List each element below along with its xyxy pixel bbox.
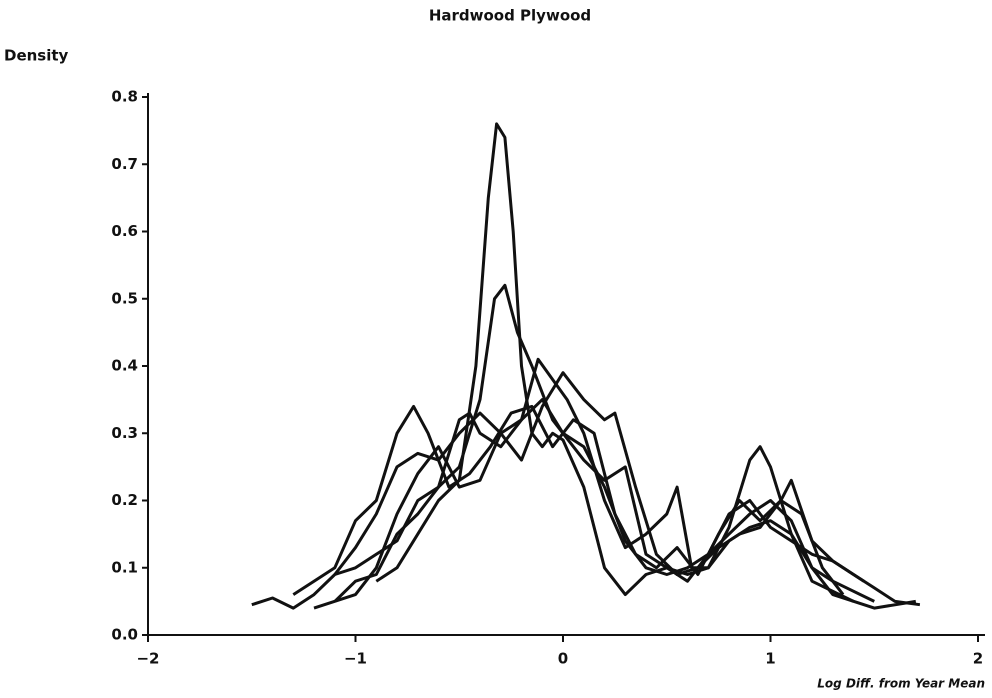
x-tick-label: 2 [973, 650, 983, 668]
x-tick-label: 1 [765, 650, 775, 668]
x-tick-label: −2 [136, 650, 159, 668]
y-tick-label: 0.0 [111, 626, 138, 644]
y-axis-label: Density [4, 47, 69, 65]
y-tick-label: 0.5 [111, 289, 138, 307]
y-tick-label: 0.4 [111, 357, 138, 375]
x-tick-label: 0 [558, 650, 568, 668]
x-tick-label: −1 [344, 650, 367, 668]
y-tick-label: 0.6 [111, 222, 138, 240]
density-line [333, 357, 917, 610]
density-line [333, 398, 865, 603]
y-tick-label: 0.2 [111, 491, 138, 509]
chart-title: Hardwood Plywood [429, 7, 591, 25]
density-line [251, 283, 875, 610]
density-line [375, 122, 855, 603]
y-tick-label: 0.8 [111, 88, 138, 106]
y-tick-label: 0.1 [111, 558, 138, 576]
density-line [313, 371, 921, 610]
y-tick-label: 0.7 [111, 155, 138, 173]
x-axis-label: Log Diff. from Year Mean [817, 677, 985, 691]
y-tick-label: 0.3 [111, 424, 138, 442]
